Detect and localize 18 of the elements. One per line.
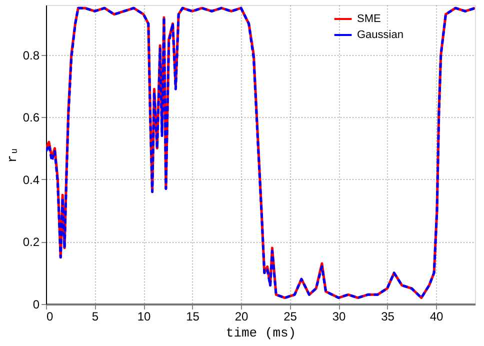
x-tick-label: 30: [332, 310, 346, 324]
x-tick-label: 0: [46, 310, 54, 324]
x-tick-label: 35: [381, 310, 395, 324]
y-tick-label: 0: [32, 298, 40, 312]
x-tick-label: 25: [284, 310, 298, 324]
x-tick-label: 40: [430, 310, 444, 324]
y-tick-label: 0.8: [22, 48, 40, 62]
y-tick-label: 0.4: [22, 172, 40, 187]
y-tick-label: 0.2: [22, 235, 40, 250]
x-axis-title: time (ms): [226, 326, 296, 340]
x-tick-label: 20: [234, 310, 248, 324]
legend-label: SME: [357, 13, 381, 25]
x-tick-label: 10: [137, 310, 151, 324]
legend-label: Gaussian: [357, 29, 404, 41]
y-tick-label: 0.6: [22, 110, 40, 125]
x-tick-label: 15: [186, 310, 200, 324]
x-tick-label: 5: [92, 310, 99, 324]
y-axis-title: rᵤ: [4, 147, 20, 163]
